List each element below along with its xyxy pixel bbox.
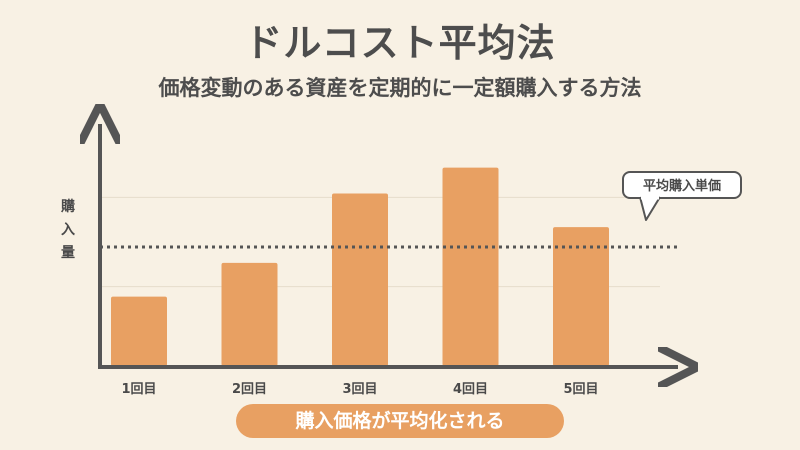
x-tick-label: 3回目 [342, 382, 377, 397]
bar-5 [553, 227, 609, 366]
x-tick-label: 1回目 [121, 382, 156, 397]
averaging-banner: 購入価格が平均化される [236, 404, 564, 438]
bar-3 [332, 193, 388, 366]
bar-2 [221, 262, 278, 366]
x-tick-label: 2回目 [232, 382, 267, 397]
page-title: ドルコスト平均法 [244, 21, 556, 65]
x-tick-label: 4回目 [453, 382, 488, 397]
bar-4 [442, 167, 499, 366]
y-axis-label: 購入量 [61, 199, 75, 261]
average-price-callout: 平均購入単価 [622, 171, 742, 199]
bar-1 [111, 296, 167, 366]
page-subtitle: 価格変動のある資産を定期的に一定額購入する方法 [158, 76, 642, 100]
x-tick-label: 5回目 [563, 382, 598, 397]
